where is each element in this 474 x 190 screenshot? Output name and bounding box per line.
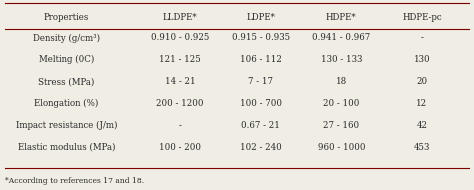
Text: 0.910 - 0.925: 0.910 - 0.925	[151, 33, 210, 43]
Text: 106 - 112: 106 - 112	[240, 55, 282, 64]
Text: 0.67 - 21: 0.67 - 21	[241, 121, 280, 130]
Text: 12: 12	[416, 99, 428, 108]
Text: Elongation (%): Elongation (%)	[34, 99, 99, 108]
Text: -: -	[179, 121, 182, 130]
Text: 100 - 200: 100 - 200	[159, 143, 201, 152]
Text: Melting (0C): Melting (0C)	[39, 55, 94, 64]
Text: LDPE*: LDPE*	[246, 13, 275, 22]
Text: HDPE*: HDPE*	[326, 13, 356, 22]
Text: Stress (MPa): Stress (MPa)	[38, 77, 94, 86]
Text: 0.915 - 0.935: 0.915 - 0.935	[232, 33, 290, 43]
Text: 20 - 100: 20 - 100	[323, 99, 359, 108]
Text: 18: 18	[336, 77, 347, 86]
Text: 453: 453	[414, 143, 430, 152]
Text: 42: 42	[416, 121, 428, 130]
Text: 960 - 1000: 960 - 1000	[318, 143, 365, 152]
Text: 130 - 133: 130 - 133	[320, 55, 362, 64]
Text: Density (g/cm³): Density (g/cm³)	[33, 33, 100, 43]
Text: Impact resistance (J/m): Impact resistance (J/m)	[16, 121, 117, 130]
Text: HDPE-pc: HDPE-pc	[402, 13, 442, 22]
Text: *According to references 17 and 18.: *According to references 17 and 18.	[5, 177, 144, 185]
Text: Properties: Properties	[44, 13, 89, 22]
Text: Elastic modulus (MPa): Elastic modulus (MPa)	[18, 143, 115, 152]
Text: -: -	[420, 33, 423, 43]
Text: 200 - 1200: 200 - 1200	[156, 99, 204, 108]
Text: 130: 130	[413, 55, 430, 64]
Text: 121 - 125: 121 - 125	[159, 55, 201, 64]
Text: 14 - 21: 14 - 21	[165, 77, 195, 86]
Text: LLDPE*: LLDPE*	[163, 13, 198, 22]
Text: 102 - 240: 102 - 240	[240, 143, 282, 152]
Text: 0.941 - 0.967: 0.941 - 0.967	[312, 33, 370, 43]
Text: 7 - 17: 7 - 17	[248, 77, 273, 86]
Text: 27 - 160: 27 - 160	[323, 121, 359, 130]
Text: 20: 20	[416, 77, 428, 86]
Text: 100 - 700: 100 - 700	[240, 99, 282, 108]
